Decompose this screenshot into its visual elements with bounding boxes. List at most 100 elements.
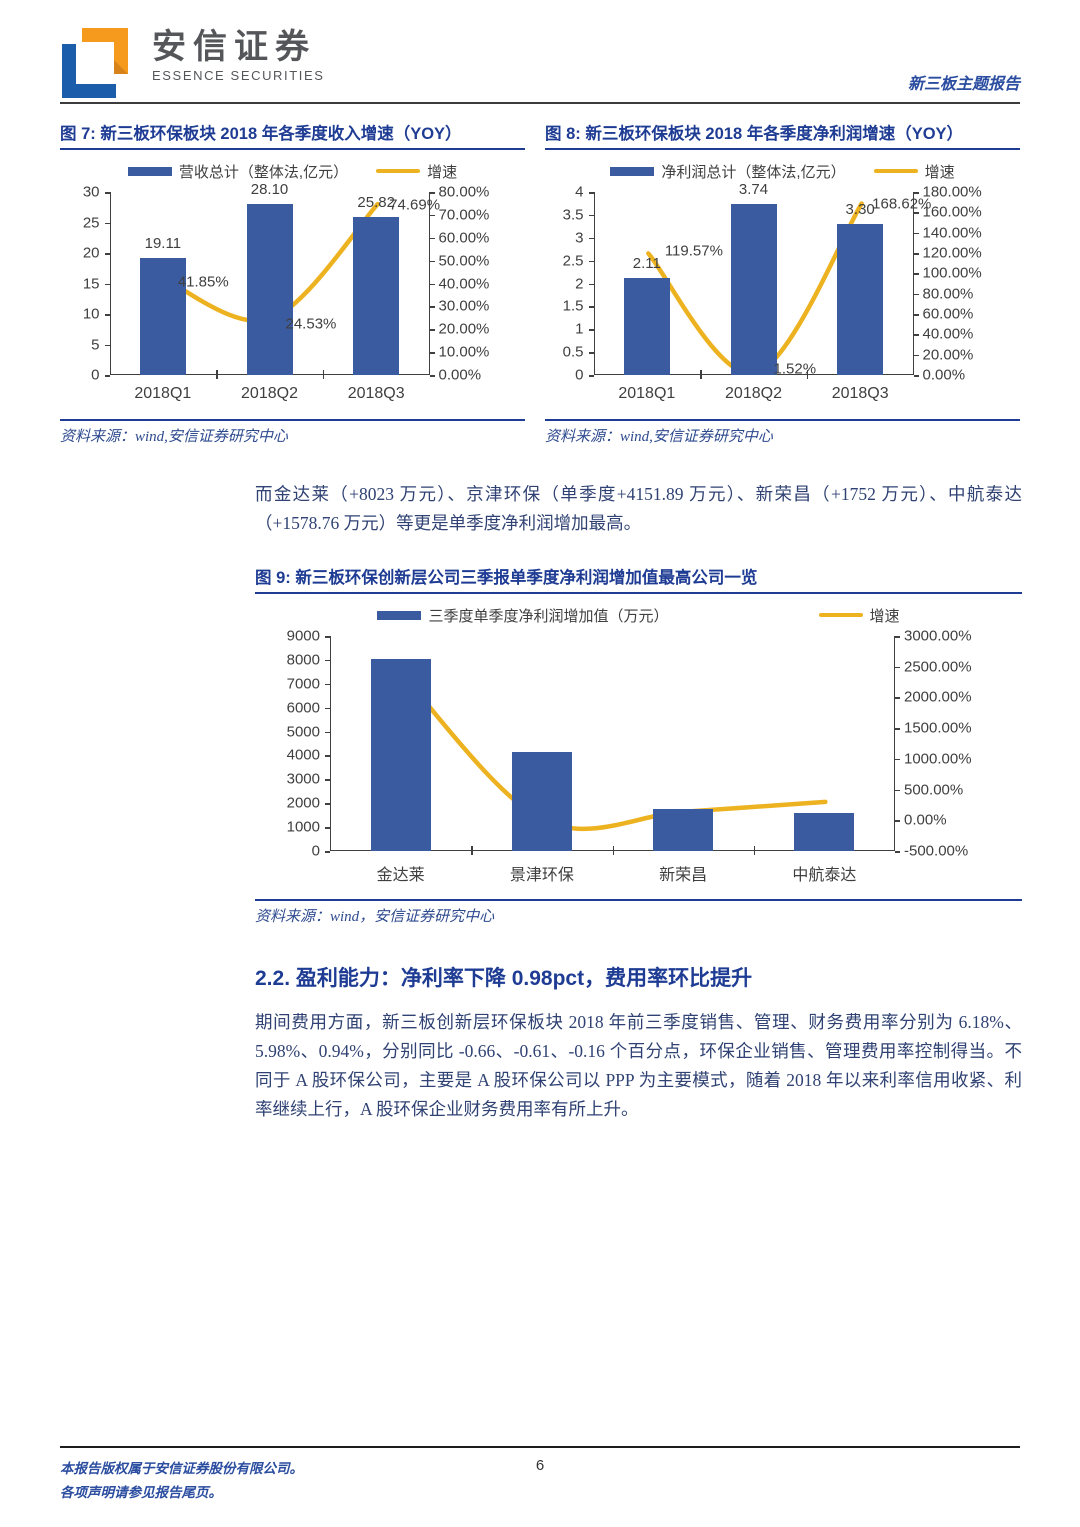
brand-name-cn: 安信证券 [152, 28, 316, 66]
footer-line-1: 本报告版权属于安信证券股份有限公司。 [60, 1461, 303, 1476]
right-axis-label: 80.00% [922, 285, 974, 303]
axis-tick [104, 314, 110, 316]
right-axis-label: 2500.00% [904, 658, 972, 676]
axis-tick [895, 820, 900, 822]
bar [139, 258, 186, 375]
axis-tick [913, 273, 919, 275]
left-axis-label: 3000 [286, 770, 320, 788]
left-axis-label: 0 [311, 842, 320, 860]
axis-tick [588, 306, 594, 308]
right-axis-label: 60.00% [922, 305, 974, 323]
category-label: 金达莱 [376, 867, 425, 884]
brand-text: 安信证券 ESSENCE SECURITIES [152, 28, 325, 83]
axis-tick [913, 232, 919, 235]
page-header: 安信证券 ESSENCE SECURITIES 新三板主题报告 [60, 28, 1020, 98]
axis-tick [325, 659, 330, 662]
category-label: 2018Q3 [347, 385, 405, 402]
axis-tick [429, 352, 435, 354]
footer-line-2: 各项声明请参见报告尾页。 [60, 1485, 222, 1500]
axis-tick [325, 827, 330, 829]
axis-tick [700, 370, 702, 379]
report-type-label: 新三板主题报告 [907, 76, 1020, 93]
legend-line-swatch [873, 169, 918, 173]
axis-tick [429, 283, 435, 285]
axis-tick [104, 192, 110, 194]
legend-line-swatch [376, 169, 421, 173]
axis-tick [612, 846, 614, 855]
figure-8: 图 8: 新三板环保板块 2018 年各季度净利润增速（YOY） 净利润总计（整… [545, 120, 1020, 446]
axis-tick [104, 344, 110, 346]
bar-value-label: 25.82 [357, 194, 395, 212]
axis-tick [588, 237, 594, 240]
figure-9-legend: 三季度单季度净利润增加值（万元） 增速 [255, 594, 1022, 636]
axis-tick [588, 283, 594, 285]
left-axis-label: 1.5 [562, 297, 584, 315]
right-axis-label: 40.00% [922, 325, 974, 343]
figure-9: 图 9: 新三板环保创新层公司三季报单季度净利润增加值最高公司一览 三季度单季度… [255, 564, 1022, 926]
bar [370, 659, 431, 851]
left-axis-label: 30 [82, 183, 100, 201]
left-axis-label: 1 [575, 320, 584, 338]
paragraph-expense-ratios: 期间费用方面，新三板创新层环保板块 2018 年前三季度销售、管理、财务费用率分… [255, 1012, 1022, 1119]
right-axis-label: 80.00% [438, 183, 490, 201]
axis-tick [216, 370, 218, 379]
axis-tick [895, 789, 900, 792]
line-value-label: 119.57% [664, 242, 723, 260]
right-axis-label: 140.00% [922, 224, 982, 242]
axis-tick [429, 306, 435, 308]
category-label: 2018Q1 [618, 385, 676, 402]
axis-tick [325, 683, 330, 686]
axis-tick [913, 293, 919, 296]
legend-bar-swatch [127, 166, 172, 176]
axis-tick [913, 375, 919, 377]
left-axis-label: 7000 [286, 675, 320, 693]
axis-tick [588, 192, 594, 194]
left-axis-label: 2000 [286, 794, 320, 812]
line-value-label: 41.85% [177, 273, 229, 291]
category-label: 2018Q3 [831, 385, 889, 402]
left-axis-label: 3.5 [562, 206, 584, 224]
axis-tick [913, 212, 919, 214]
figure-9-title: 图 9: 新三板环保创新层公司三季报单季度净利润增加值最高公司一览 [255, 564, 1022, 594]
left-axis-label: 10 [82, 305, 100, 323]
left-axis-label: 5 [91, 336, 100, 353]
left-axis-label: 0.5 [562, 343, 584, 361]
bar [653, 809, 714, 851]
right-axis-label: 0.00% [438, 366, 482, 384]
figure-7-legend: 营收总计（整体法,亿元） 增速 [60, 150, 525, 192]
bar [837, 224, 884, 375]
line-value-label: 1.52% [773, 360, 817, 378]
axis-tick [895, 728, 900, 730]
right-axis-label: 1500.00% [904, 719, 972, 737]
category-label: 2018Q2 [725, 385, 782, 402]
trend-line [399, 671, 828, 832]
axis-tick [325, 779, 330, 781]
bar [623, 278, 670, 375]
line-value-label: 24.53% [285, 315, 337, 333]
legend-line-label: 增速 [924, 163, 955, 181]
figure-9-chart: 9000 8000 7000 6000 5000 4000 3000 2000 1000 0 300… [266, 628, 1011, 887]
axis-tick [588, 214, 594, 217]
legend-bar-label: 净利润总计（整体法,亿元） [661, 163, 846, 181]
figure-7-chart: 30 25 20 15 10 5 0 80.00% 70.00% 60.00% 50.00% 40.0… [66, 181, 520, 407]
figure-9-source: 资料来源：wind，安信证券研究中心 [255, 899, 1022, 926]
category-label: 新荣昌 [659, 867, 708, 884]
left-axis-label: 4000 [286, 746, 320, 764]
bar [353, 217, 400, 375]
figure-8-legend: 净利润总计（整体法,亿元） 增速 [545, 150, 1020, 192]
right-axis-label: 1000.00% [904, 750, 972, 768]
left-axis-label: 2.5 [562, 252, 584, 270]
axis-tick [913, 253, 919, 255]
axis-tick [325, 707, 330, 710]
left-axis-label: 5000 [286, 723, 320, 741]
legend-line-swatch [818, 613, 863, 617]
axis-tick [325, 803, 330, 805]
right-axis-label: 500.00% [904, 781, 964, 799]
axis-tick [588, 329, 594, 331]
category-label: 2018Q2 [241, 385, 298, 402]
axis-tick [104, 253, 110, 255]
legend-bar-label: 营收总计（整体法,亿元） [178, 163, 349, 181]
axis-tick [913, 314, 919, 316]
right-axis-label: 20.00% [438, 320, 490, 338]
left-axis-label: 6000 [286, 699, 320, 717]
